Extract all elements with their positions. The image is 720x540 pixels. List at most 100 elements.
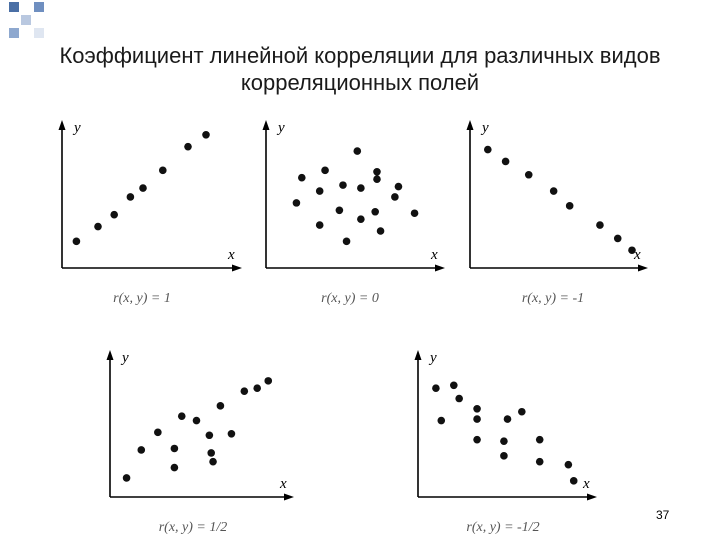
title-line-2: корреляционных полей xyxy=(240,70,480,95)
data-point xyxy=(292,199,301,207)
data-point xyxy=(298,173,306,182)
data-point xyxy=(613,234,622,243)
data-point xyxy=(139,184,147,192)
data-point xyxy=(122,474,131,482)
x-axis-arrow xyxy=(638,264,648,272)
data-point xyxy=(202,131,210,139)
data-point xyxy=(484,145,492,154)
data-point xyxy=(564,460,573,469)
data-point xyxy=(177,412,186,420)
data-point xyxy=(432,384,440,393)
x-axis-arrow xyxy=(435,264,445,272)
data-point xyxy=(357,215,365,223)
y-axis-arrow xyxy=(414,350,422,360)
data-point xyxy=(628,246,636,255)
data-point xyxy=(253,384,261,393)
data-point xyxy=(192,416,201,425)
data-point xyxy=(450,381,458,390)
data-point xyxy=(500,452,508,460)
y-axis-label: y xyxy=(72,120,81,136)
x-axis-arrow xyxy=(587,493,597,501)
y-axis-label: y xyxy=(428,350,437,366)
data-point xyxy=(596,221,604,229)
data-point xyxy=(126,193,135,201)
correlation-caption: r(x, y) = 1/2 xyxy=(159,520,228,535)
data-point xyxy=(94,222,102,231)
data-point xyxy=(535,435,544,444)
data-point xyxy=(437,416,446,425)
data-point xyxy=(137,446,146,454)
data-point xyxy=(549,187,558,195)
data-point xyxy=(371,207,379,216)
data-point xyxy=(216,402,225,410)
data-point xyxy=(394,182,403,191)
x-axis-label: x xyxy=(582,476,590,492)
correlation-caption: r(x, y) = -1 xyxy=(522,291,584,306)
deco-square xyxy=(9,2,19,12)
data-point xyxy=(391,193,399,201)
data-point xyxy=(315,187,324,195)
data-point xyxy=(342,237,351,246)
y-axis-label: y xyxy=(480,120,489,136)
data-point xyxy=(335,206,344,215)
data-point xyxy=(170,463,179,472)
x-axis-label: x xyxy=(279,476,287,492)
data-point xyxy=(524,170,533,179)
y-axis-arrow xyxy=(106,350,114,360)
data-point xyxy=(264,377,273,385)
data-point xyxy=(205,431,214,440)
data-point xyxy=(159,166,167,175)
data-point xyxy=(321,166,329,175)
data-point xyxy=(154,428,162,437)
data-point xyxy=(535,457,544,466)
x-axis-arrow xyxy=(284,493,294,501)
y-axis-arrow xyxy=(58,120,66,130)
data-point xyxy=(473,415,481,423)
y-axis-arrow xyxy=(262,120,270,130)
x-axis-label: x xyxy=(633,247,641,263)
data-point xyxy=(209,457,217,466)
data-point xyxy=(110,210,118,219)
data-point xyxy=(410,209,419,218)
data-point xyxy=(473,435,481,444)
data-point xyxy=(170,444,179,453)
x-axis-label: x xyxy=(227,247,235,263)
y-axis-label: y xyxy=(120,350,129,366)
data-point xyxy=(473,405,481,413)
data-point xyxy=(500,437,508,445)
y-axis-label: y xyxy=(276,120,285,136)
data-point xyxy=(315,221,324,229)
slide-title: Коэффициент линейной корреляции для разл… xyxy=(0,42,720,96)
data-point xyxy=(501,157,510,166)
deco-square xyxy=(34,28,44,38)
decorative-squares xyxy=(9,2,44,38)
data-point xyxy=(376,227,385,235)
deco-square xyxy=(21,15,31,25)
deco-square xyxy=(34,2,44,12)
data-point xyxy=(353,147,362,155)
y-axis-arrow xyxy=(466,120,474,130)
data-point xyxy=(518,407,526,416)
x-axis-label: x xyxy=(430,247,438,263)
data-point xyxy=(455,394,463,403)
correlation-caption: r(x, y) = -1/2 xyxy=(466,520,539,535)
x-axis-arrow xyxy=(232,264,242,272)
data-point xyxy=(240,387,249,395)
data-point xyxy=(569,477,578,485)
data-point xyxy=(207,449,215,457)
data-point xyxy=(357,184,365,192)
correlation-caption: r(x, y) = 0 xyxy=(321,291,379,306)
title-line-1: Коэффициент линейной корреляции для разл… xyxy=(59,43,661,68)
data-point xyxy=(565,202,574,210)
data-point xyxy=(503,415,512,423)
data-point xyxy=(339,181,347,189)
data-point xyxy=(373,168,381,176)
data-point xyxy=(184,142,192,151)
data-point xyxy=(373,175,381,183)
data-point xyxy=(227,429,236,438)
correlation-caption: r(x, y) = 1 xyxy=(113,291,171,306)
deco-square xyxy=(9,28,19,38)
data-point xyxy=(72,237,81,246)
page-number: 37 xyxy=(656,508,670,522)
